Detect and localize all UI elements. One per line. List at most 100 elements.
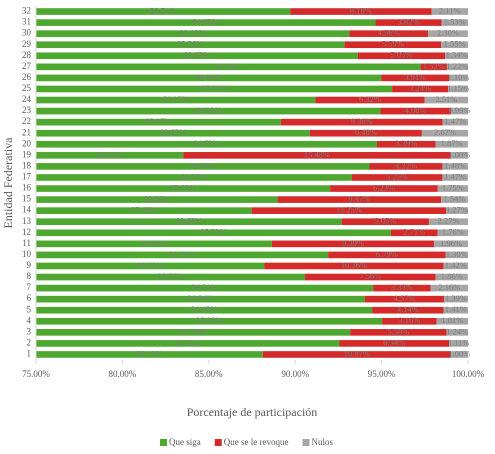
y-tick-label: 22 [22, 116, 31, 126]
bar-segment [341, 218, 429, 226]
bar-segment [445, 52, 468, 60]
bar-segment [36, 41, 345, 49]
data-label: 1.39% [445, 293, 467, 303]
data-label: 1.87% [441, 138, 463, 148]
bar-segment [36, 107, 381, 115]
bar-segment [357, 52, 446, 60]
data-label: 1.54% [444, 194, 466, 204]
data-label: 1.52% [423, 61, 445, 71]
data-label: 2.27% [438, 216, 460, 226]
data-label: 6.48% [355, 127, 377, 137]
x-axis-title: Porcentaje de participación [187, 405, 318, 419]
y-tick-label: 20 [22, 138, 32, 148]
data-label: 91.91% [169, 249, 195, 259]
bar-segment [271, 240, 435, 248]
y-tick-label: 7 [27, 282, 32, 292]
y-tick-label: 24 [22, 94, 32, 104]
bar-segment [36, 96, 316, 104]
bar-segment [36, 19, 376, 26]
data-label: 10.87% [344, 348, 370, 358]
data-label: 94.51% [191, 282, 217, 292]
bar-segment [339, 340, 449, 347]
data-label: 94.73% [193, 138, 219, 148]
data-label: 2.16% [438, 282, 460, 292]
bar-segment [350, 329, 447, 336]
data-label: 2.67% [434, 127, 456, 137]
bar-segment [36, 52, 358, 60]
data-label: 83.52% [97, 149, 123, 159]
bar-segment [448, 74, 468, 82]
bar-segment [445, 251, 468, 259]
bar-segment [36, 329, 351, 336]
bar-segment [36, 229, 391, 237]
data-label: 1.10% [448, 72, 470, 82]
bar-segment [450, 107, 468, 115]
y-tick-label: 26 [22, 72, 32, 82]
bar-segment [36, 30, 350, 37]
bar-segment [441, 196, 468, 203]
y-tick-label: 18 [22, 160, 32, 170]
bar-segment [36, 306, 373, 314]
legend-label: Que se le revoque [224, 437, 289, 447]
x-tick-label: 90.00% [281, 369, 309, 379]
data-label: 7.56% [359, 271, 381, 281]
bar-segment [448, 85, 468, 93]
data-label: 92.56% [175, 337, 201, 347]
data-label: 4.22% [395, 160, 417, 170]
y-tick-label: 12 [22, 227, 31, 237]
bar-segment [36, 140, 377, 148]
bar-segment [351, 174, 443, 181]
bar-segment [305, 273, 436, 281]
bar-segment [442, 174, 468, 181]
y-tick-label: 17 [22, 172, 32, 182]
y-tick-label: 21 [22, 127, 31, 137]
bar-segment [435, 273, 468, 281]
y-tick-label: 15 [22, 194, 32, 204]
bar-segment [251, 207, 447, 214]
bar-segment [376, 140, 436, 148]
data-label: 1.55% [444, 39, 466, 49]
data-label: 9.39% [342, 238, 364, 248]
data-label: 94.93% [195, 105, 221, 115]
y-tick-label: 16 [22, 183, 32, 193]
bar-segment [430, 284, 468, 292]
bar-segment [36, 240, 272, 248]
data-label: 6.34% [383, 337, 405, 347]
bar-segment [380, 107, 451, 115]
bar-segment [428, 218, 468, 226]
bar-segment [309, 129, 422, 137]
data-label: 1.41% [445, 304, 467, 314]
bar-segment [262, 351, 451, 358]
data-label: 95.03% [196, 315, 222, 325]
data-label: 90.57% [157, 271, 183, 281]
data-label: 3.91% [404, 72, 426, 82]
bar-segment [421, 129, 468, 137]
bar-segment [442, 163, 468, 170]
y-tick-label: 31 [22, 17, 31, 27]
data-label: 5.25% [386, 171, 408, 181]
data-label: 5.59% [382, 39, 404, 49]
data-label: 92.02% [170, 182, 196, 192]
y-tick-label: 5 [27, 304, 32, 314]
x-tick-label: 95.00% [368, 369, 396, 379]
data-label: 88.22% [137, 260, 163, 270]
x-tick-label: 80.00% [109, 369, 137, 379]
legend-swatch [302, 439, 310, 446]
bar-segment [349, 30, 429, 37]
bar-segment [442, 118, 468, 126]
legend-swatch [214, 439, 222, 446]
data-label: 91.17% [163, 94, 189, 104]
bar-segment [36, 8, 291, 15]
y-tick-label: 1 [27, 349, 32, 359]
bar-segment [315, 96, 425, 104]
plot-area [36, 8, 468, 358]
bar-segment [36, 251, 329, 259]
y-tick-label: 3 [27, 326, 32, 336]
y-tick-label: 13 [22, 216, 32, 226]
bar-segment [437, 185, 468, 192]
bar-segment [441, 19, 468, 26]
bar-segment [183, 152, 451, 159]
bar-segment [450, 152, 468, 159]
bar-segment [448, 340, 468, 347]
